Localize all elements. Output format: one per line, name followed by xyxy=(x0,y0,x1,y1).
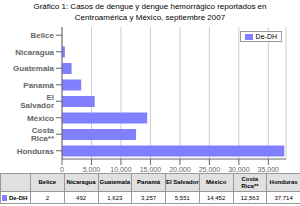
svg-text:20,000: 20,000 xyxy=(169,166,191,173)
html-text:1,623: 1,623 xyxy=(107,194,123,201)
html-text:492: 492 xyxy=(76,194,87,201)
svg-text:México: México xyxy=(27,114,54,123)
svg-text:Nicaragua: Nicaragua xyxy=(15,48,54,57)
svg-text:35,000: 35,000 xyxy=(258,166,280,173)
html-text:2: 2 xyxy=(45,194,49,201)
svg-text:25,000: 25,000 xyxy=(199,166,221,173)
svg-text:0: 0 xyxy=(60,166,64,173)
svg-text:ElSalvador: ElSalvador xyxy=(20,93,54,110)
html-text:El Salvador: El Salvador xyxy=(166,179,199,185)
html-text:Guatemala: Guatemala xyxy=(99,179,131,185)
html-text:Costa Rica**: Costa Rica** xyxy=(241,175,259,189)
html-text:Panamá: Panamá xyxy=(137,179,161,185)
svg-text:Honduras: Honduras xyxy=(17,147,55,156)
html-text:37,714: 37,714 xyxy=(274,194,293,201)
svg-text:CostaRica**: CostaRica** xyxy=(31,126,55,143)
html-text:12,563: 12,563 xyxy=(240,194,259,201)
html-text:3,257: 3,257 xyxy=(141,194,157,201)
svg-text:5,000: 5,000 xyxy=(83,166,101,173)
html-text:5,551: 5,551 xyxy=(174,194,190,201)
svg-text:Guatemala: Guatemala xyxy=(13,64,54,73)
html-text:14,452: 14,452 xyxy=(206,194,226,201)
html-text:Belice: Belice xyxy=(38,179,57,185)
svg-text:15,000: 15,000 xyxy=(140,166,162,173)
html-text:Honduras: Honduras xyxy=(269,179,298,185)
svg-text:Belice: Belice xyxy=(30,31,54,40)
svg-text:30,000: 30,000 xyxy=(228,166,250,173)
html-text:Centroamérica y México, septie: Centroamérica y México, septiembre 2007 xyxy=(74,13,226,22)
html-text:Gráfico 1: Casos de dengue y d: Gráfico 1: Casos de dengue y dengue hemo… xyxy=(33,2,267,11)
html-text:Nicaragua: Nicaragua xyxy=(66,179,96,185)
html-text:De-DH: De-DH xyxy=(9,194,28,201)
html-text:De-DH: De-DH xyxy=(255,33,277,40)
svg-text:Panamá: Panamá xyxy=(23,81,54,90)
html-text:México: México xyxy=(206,179,227,185)
svg-text:10,000: 10,000 xyxy=(110,166,132,173)
